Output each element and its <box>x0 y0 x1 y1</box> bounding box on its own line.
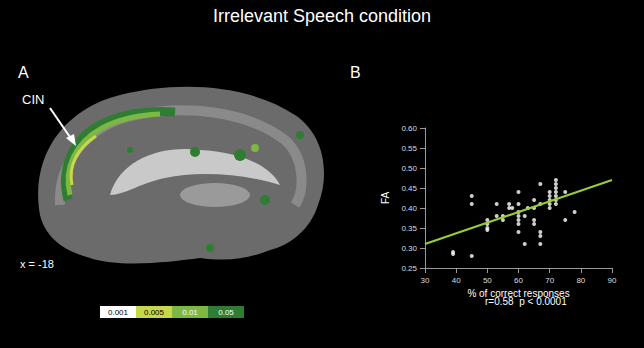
svg-text:0.60: 0.60 <box>401 124 417 133</box>
svg-text:FA: FA <box>380 192 391 205</box>
svg-text:B: B <box>350 64 361 81</box>
svg-text:0.005: 0.005 <box>144 308 165 317</box>
svg-text:70: 70 <box>545 276 554 285</box>
svg-text:80: 80 <box>576 276 585 285</box>
svg-text:0.30: 0.30 <box>401 244 417 253</box>
svg-text:0.35: 0.35 <box>401 224 417 233</box>
svg-text:50: 50 <box>483 276 492 285</box>
svg-text:CIN: CIN <box>22 92 44 107</box>
svg-text:60: 60 <box>514 276 523 285</box>
svg-text:0.001: 0.001 <box>108 308 129 317</box>
svg-text:40: 40 <box>452 276 461 285</box>
svg-text:% of correct responses: % of correct responses <box>467 288 569 299</box>
svg-text:0.05: 0.05 <box>218 308 234 317</box>
svg-text:0.01: 0.01 <box>182 308 198 317</box>
svg-text:Irrelevant Speech condition: Irrelevant Speech condition <box>213 6 431 26</box>
svg-text:0.55: 0.55 <box>401 144 417 153</box>
svg-text:r=0.58 p < 0.0001: r=0.58 p < 0.0001 <box>485 295 567 307</box>
svg-text:A: A <box>18 64 29 81</box>
svg-text:0.25: 0.25 <box>401 264 417 273</box>
svg-text:30: 30 <box>421 276 430 285</box>
svg-text:x = -18: x = -18 <box>20 258 54 270</box>
svg-text:0.45: 0.45 <box>401 184 417 193</box>
svg-text:0.50: 0.50 <box>401 164 417 173</box>
svg-text:0.40: 0.40 <box>401 204 417 213</box>
svg-text:90: 90 <box>608 276 617 285</box>
